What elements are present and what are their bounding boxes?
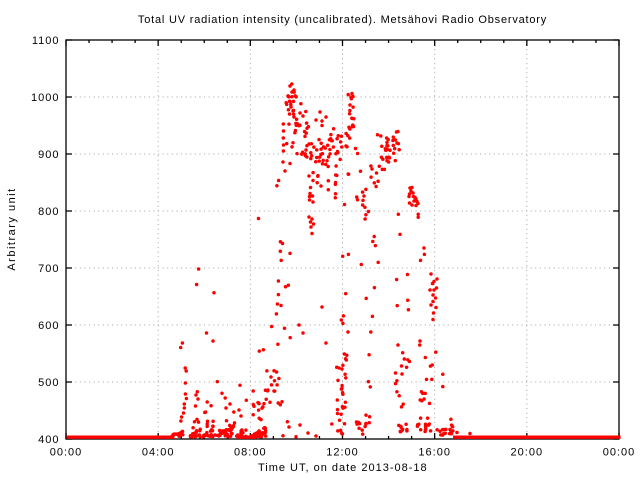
- svg-text:12:00: 12:00: [326, 447, 359, 459]
- svg-text:600: 600: [38, 320, 59, 332]
- svg-text:00:00: 00:00: [603, 447, 636, 459]
- svg-text:900: 900: [38, 149, 59, 161]
- svg-text:Arbitrary unit: Arbitrary unit: [6, 187, 18, 270]
- svg-text:00:00: 00:00: [50, 447, 83, 459]
- svg-text:1100: 1100: [32, 35, 60, 47]
- svg-text:16:00: 16:00: [418, 447, 451, 459]
- svg-text:500: 500: [38, 377, 59, 389]
- svg-text:Total UV radiation intensity (: Total UV radiation intensity (uncalibrat…: [138, 14, 547, 26]
- svg-text:700: 700: [38, 263, 59, 275]
- svg-text:Time UT, on date 2013-08-18: Time UT, on date 2013-08-18: [258, 462, 428, 474]
- svg-text:800: 800: [38, 206, 59, 218]
- svg-text:08:00: 08:00: [234, 447, 267, 459]
- svg-text:1000: 1000: [31, 92, 59, 104]
- svg-text:04:00: 04:00: [142, 447, 175, 459]
- svg-text:20:00: 20:00: [511, 447, 544, 459]
- svg-text:400: 400: [38, 434, 59, 446]
